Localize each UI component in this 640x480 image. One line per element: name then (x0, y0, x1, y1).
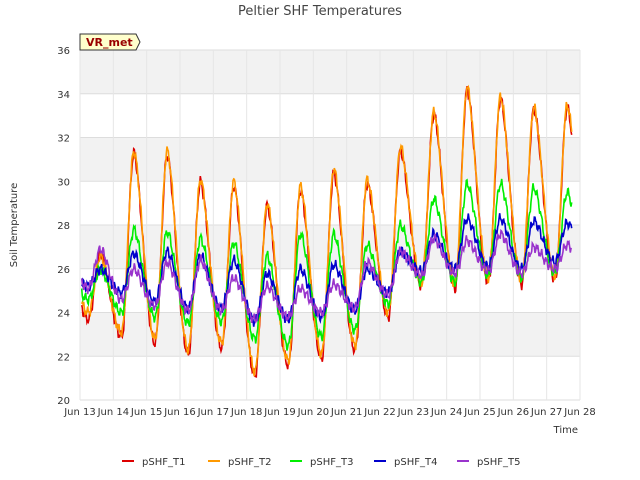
x-tick-label: Jun 24 (430, 407, 463, 418)
badge-label: VR_met (86, 36, 133, 49)
x-tick-label: Jun 18 (230, 407, 263, 418)
grid-band (80, 137, 580, 182)
x-axis-label: Time (553, 425, 578, 436)
grid-band (80, 312, 580, 357)
y-axis-label: Soil Temperature (9, 183, 20, 268)
grid-band (80, 50, 580, 94)
series-line-pshf-t5 (80, 228, 573, 324)
chart-title: Peltier SHF Temperatures (238, 4, 402, 19)
y-tick-label: 28 (57, 221, 70, 232)
legend-label: pSHF_T2 (228, 457, 271, 468)
series-lines (80, 84, 573, 378)
x-tick-label: Jun 25 (463, 407, 496, 418)
y-tick-label: 36 (57, 46, 70, 57)
y-tick-label: 20 (57, 396, 70, 407)
x-tick-label: Jun 28 (563, 407, 596, 418)
legend: pSHF_T1 pSHF_T2 pSHF_T3 pSHF_T4 pSHF_T5 (122, 457, 520, 468)
legend-item-pshf-t2: pSHF_T2 (208, 457, 271, 468)
y-axis-ticks: 20 22 24 26 28 30 32 34 36 (57, 46, 70, 407)
x-tick-label: Jun 23 (397, 407, 430, 418)
legend-label: pSHF_T3 (310, 457, 353, 468)
x-tick-label: Jun 14 (97, 407, 130, 418)
x-tick-label: Jun 19 (263, 407, 296, 418)
legend-item-pshf-t3: pSHF_T3 (290, 457, 353, 468)
x-axis-ticks: Jun 13 Jun 14 Jun 15 Jun 16 Jun 17 Jun 18 Jun … (63, 407, 596, 418)
x-tick-label: Jun 20 (297, 407, 330, 418)
x-tick-label: Jun 16 (163, 407, 196, 418)
legend-item-pshf-t4: pSHF_T4 (374, 457, 437, 468)
y-tick-label: 34 (57, 90, 70, 101)
series-line-pshf-t4 (81, 213, 573, 327)
x-tick-label: Jun 15 (130, 407, 163, 418)
legend-label: pSHF_T1 (142, 457, 185, 468)
y-tick-label: 32 (57, 134, 70, 145)
legend-item-pshf-t1: pSHF_T1 (122, 457, 185, 468)
x-tick-label: Jun 22 (363, 407, 396, 418)
y-tick-label: 26 (57, 265, 70, 276)
legend-label: pSHF_T4 (394, 457, 437, 468)
y-tick-label: 22 (57, 352, 70, 363)
legend-item-pshf-t5: pSHF_T5 (457, 457, 520, 468)
vr-met-badge: VR_met (79, 33, 141, 51)
y-tick-label: 30 (57, 177, 70, 188)
y-tick-label: 24 (57, 309, 70, 320)
x-tick-label: Jun 26 (497, 407, 530, 418)
x-tick-label: Jun 13 (63, 407, 96, 418)
x-tick-label: Jun 27 (530, 407, 563, 418)
x-tick-label: Jun 17 (197, 407, 230, 418)
x-tick-label: Jun 21 (330, 407, 363, 418)
legend-label: pSHF_T5 (477, 457, 520, 468)
